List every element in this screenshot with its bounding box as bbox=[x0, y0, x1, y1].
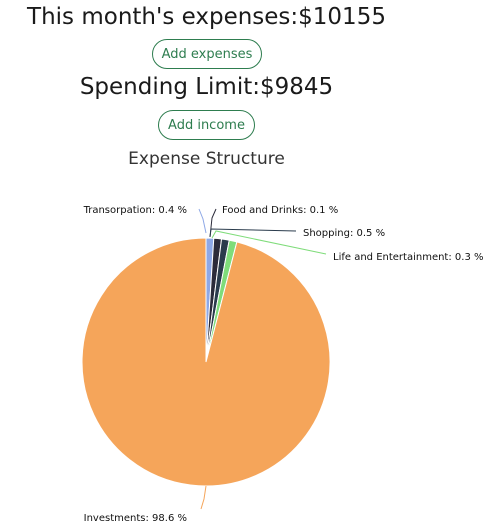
leader-line-investments bbox=[200, 485, 207, 510]
slice-label-shopping: Shopping: 0.5 % bbox=[303, 228, 385, 239]
chart-title: Expense Structure bbox=[128, 149, 285, 169]
add-expenses-button[interactable]: Add expenses bbox=[152, 39, 262, 69]
slice-label-food-and-drinks: Food and Drinks: 0.1 % bbox=[222, 205, 338, 216]
spending-limit-heading: Spending Limit:$9845 bbox=[79, 74, 334, 100]
leader-line-shopping bbox=[209, 228, 297, 238]
add-income-button[interactable]: Add income bbox=[158, 110, 255, 140]
pie-slice-investments bbox=[81, 237, 331, 487]
leader-line-life-and-entertainment bbox=[211, 230, 327, 255]
slice-label-life-and-entertainment: Life and Entertainment: 0.3 % bbox=[333, 252, 483, 263]
slice-label-investments: Investments: 98.6 % bbox=[84, 513, 187, 524]
leader-line-transorpation bbox=[198, 208, 207, 234]
monthly-expenses-heading: This month's expenses:$10155 bbox=[27, 4, 386, 30]
slice-label-transorpation: Transorpation: 0.4 % bbox=[83, 205, 187, 216]
